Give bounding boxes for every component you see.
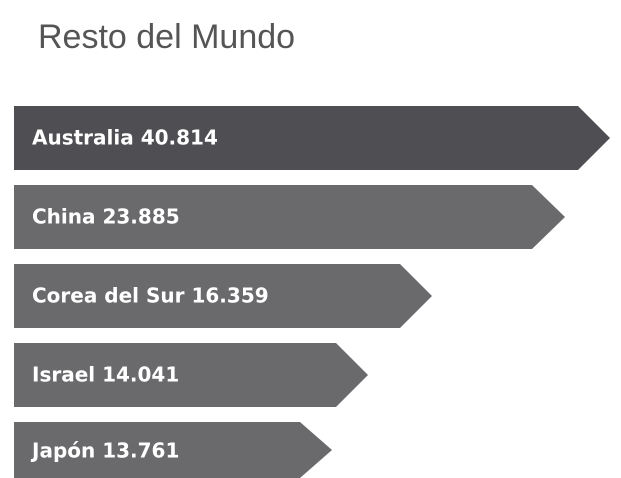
arrow-bar: [14, 422, 332, 478]
arrow-bar: [14, 343, 368, 407]
title: Resto del Mundo: [38, 18, 295, 56]
item-label: Israel 14.041: [32, 363, 179, 387]
arrow-bar: [14, 264, 432, 328]
item-label: Corea del Sur 16.359: [32, 284, 269, 308]
arrow-bar: [14, 106, 610, 170]
item-label: Australia 40.814: [32, 126, 218, 150]
item-label: Japón 13.761: [30, 439, 179, 463]
item-label: China 23.885: [32, 205, 180, 229]
arrow-bar: [14, 185, 565, 249]
